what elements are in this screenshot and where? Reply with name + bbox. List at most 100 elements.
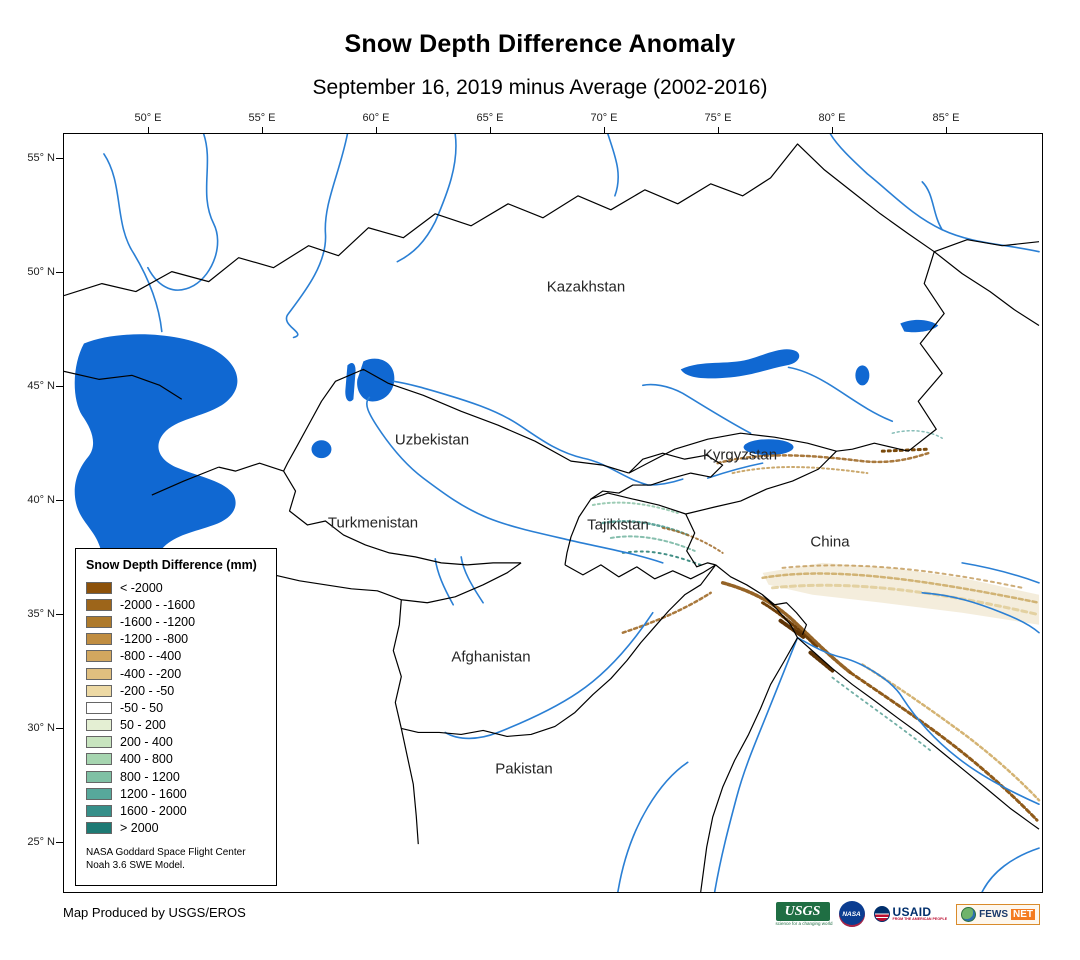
legend-label: -50 - 50 bbox=[120, 700, 164, 715]
legend-label: > 2000 bbox=[120, 821, 159, 836]
border-fergana bbox=[564, 452, 724, 565]
legend-swatch bbox=[86, 701, 112, 714]
country-label-uzbekistan: Uzbekistan bbox=[394, 431, 470, 449]
water-layer bbox=[74, 319, 939, 617]
amu-darya bbox=[366, 396, 664, 564]
page-subtitle: September 16, 2019 minus Average (2002-2… bbox=[312, 76, 768, 99]
usaid-logo: USAID FROM THE AMERICAN PEOPLE bbox=[873, 906, 947, 922]
legend-title: Snow Depth Difference (mm) bbox=[86, 558, 257, 572]
legend-entries: < -2000 -2000 - -1600 -1600 - -1200 -1200 -… bbox=[86, 579, 266, 837]
legend-row: -1200 - -800 bbox=[86, 631, 266, 648]
map-image bbox=[64, 134, 1041, 892]
border-china-india bbox=[797, 637, 1040, 830]
legend-row: -1600 - -1200 bbox=[86, 613, 266, 630]
x-tick-label: 50° E bbox=[134, 112, 162, 124]
helmand-river bbox=[444, 611, 654, 740]
y-tick-label: 35° N bbox=[27, 608, 55, 620]
x-tick-mark bbox=[490, 127, 491, 133]
y-tick-label: 40° N bbox=[27, 494, 55, 506]
border-tajik-kyrgyz bbox=[590, 492, 686, 515]
y-tick-label: 55° N bbox=[27, 152, 55, 164]
legend-label: 1600 - 2000 bbox=[120, 804, 187, 819]
x-tick-label: 60° E bbox=[362, 112, 390, 124]
ural-river bbox=[285, 134, 349, 339]
legend-swatch bbox=[86, 650, 112, 663]
border-kazakh-china bbox=[836, 251, 945, 452]
usaid-emblem-icon bbox=[873, 906, 890, 922]
legend-label: -800 - -400 bbox=[120, 649, 182, 664]
issyk-kul bbox=[743, 439, 794, 456]
map-credit: Map Produced by USGS/EROS bbox=[63, 905, 246, 920]
lake-zaysan bbox=[900, 319, 939, 333]
fews-logo-label: FEWS bbox=[979, 908, 1008, 920]
border-kazakh-russia bbox=[64, 143, 1040, 297]
lake-alakol bbox=[855, 365, 870, 386]
legend-label: 800 - 1200 bbox=[120, 769, 180, 784]
legend-swatch bbox=[86, 719, 112, 732]
legend-row: 50 - 200 bbox=[86, 717, 266, 734]
border-kazakh-kyrgyz bbox=[628, 432, 837, 474]
border-kyrgyz-china bbox=[685, 450, 837, 515]
globe-icon bbox=[961, 906, 977, 922]
legend-swatch bbox=[86, 581, 112, 594]
caspian-sea bbox=[74, 334, 238, 617]
legend-row: 400 - 800 bbox=[86, 751, 266, 768]
y-tick-mark bbox=[56, 272, 63, 273]
legend-swatch bbox=[86, 615, 112, 628]
y-tick-label: 30° N bbox=[27, 722, 55, 734]
x-tick-mark bbox=[148, 127, 149, 133]
y-tick-label: 45° N bbox=[27, 380, 55, 392]
legend-row: 200 - 400 bbox=[86, 734, 266, 751]
legend-label: -1600 - -1200 bbox=[120, 614, 196, 629]
y-tick-mark bbox=[56, 728, 63, 729]
border-turkmen-uzbek bbox=[283, 470, 522, 566]
country-label-afghanistan: Afghanistan bbox=[451, 648, 531, 666]
x-tick-mark bbox=[718, 127, 719, 133]
indus-river bbox=[713, 636, 1040, 892]
nasa-logo: NASA bbox=[838, 901, 865, 927]
legend-swatch bbox=[86, 787, 112, 800]
lake-balkhash bbox=[680, 349, 800, 379]
legend-label: -200 - -50 bbox=[120, 683, 175, 698]
fewsnet-logo: FEWS NET bbox=[956, 903, 1040, 925]
legend-swatch bbox=[86, 753, 112, 766]
border-kazakh-uzbek bbox=[283, 368, 630, 474]
border-tajik-china bbox=[685, 513, 716, 568]
legend-row: -800 - -400 bbox=[86, 648, 266, 665]
country-label-turkmenistan: Turkmenistan bbox=[327, 514, 419, 532]
x-tick-mark bbox=[604, 127, 605, 133]
legend-note-line1: NASA Goddard Space Flight Center bbox=[86, 846, 246, 858]
legend-row: > 2000 bbox=[86, 820, 266, 837]
x-tick-label: 70° E bbox=[590, 112, 618, 124]
border-kazakh-turkmen bbox=[218, 462, 284, 472]
legend-label: 1200 - 1600 bbox=[120, 786, 187, 801]
legend-row: -400 - -200 bbox=[86, 665, 266, 682]
legend-note-line2: Noah 3.6 SWE Model. bbox=[86, 859, 185, 871]
x-tick-mark bbox=[376, 127, 377, 133]
legend-row: < -2000 bbox=[86, 579, 266, 596]
usgs-logo-tagline: science for a changing world bbox=[775, 920, 833, 926]
legend-row: -2000 - -1600 bbox=[86, 596, 266, 613]
x-tick-mark bbox=[262, 127, 263, 133]
border-iran-afghan bbox=[392, 599, 402, 729]
usgs-logo-label: USGS bbox=[775, 901, 830, 921]
y-tick-mark bbox=[56, 614, 63, 615]
y-tick-mark bbox=[56, 158, 63, 159]
x-tick-label: 65° E bbox=[476, 112, 504, 124]
x-tick-mark bbox=[832, 127, 833, 133]
legend-label: 200 - 400 bbox=[120, 735, 173, 750]
legend-swatch bbox=[86, 633, 112, 646]
y-tick-mark bbox=[56, 386, 63, 387]
country-label-kazakhstan: Kazakhstan bbox=[546, 278, 626, 296]
country-label-china: China bbox=[810, 533, 850, 551]
border-afghan-tajik bbox=[564, 564, 716, 580]
legend-label: < -2000 bbox=[120, 580, 163, 595]
y-tick-label: 50° N bbox=[27, 266, 55, 278]
legend-row: 800 - 1200 bbox=[86, 768, 266, 785]
x-tick-label: 85° E bbox=[932, 112, 960, 124]
legend-label: -400 - -200 bbox=[120, 666, 182, 681]
legend-swatch bbox=[86, 667, 112, 680]
border-iran-pakistan bbox=[400, 728, 419, 845]
legend-swatch bbox=[86, 805, 112, 818]
legend-label: -2000 - -1600 bbox=[120, 597, 196, 612]
